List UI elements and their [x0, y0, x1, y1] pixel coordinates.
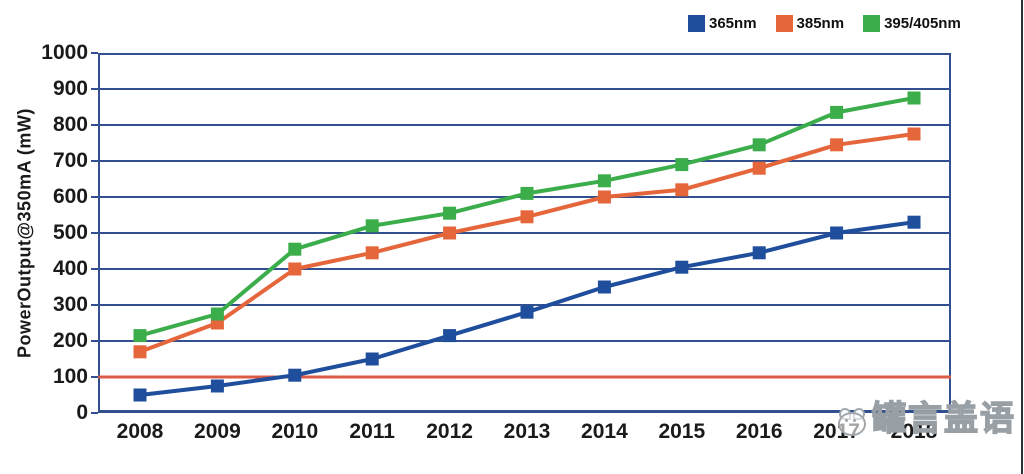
marker-385nm: [752, 161, 766, 175]
y-axis-label: 900: [52, 77, 88, 100]
marker-365nm: [365, 352, 379, 366]
x-axis-label: 2016: [735, 420, 783, 443]
legend-label: 395/405nm: [884, 15, 961, 32]
image-right-border: [1021, 0, 1023, 474]
y-axis-label: 600: [52, 185, 88, 208]
marker-385nm: [133, 345, 147, 359]
x-axis-label: 2011: [349, 420, 395, 443]
x-axis-label: 2010: [271, 420, 319, 443]
y-axis-label: 1000: [41, 41, 88, 64]
y-axis-label: 0: [76, 401, 88, 424]
marker-365nm: [752, 246, 766, 260]
x-axis-labels: 2008 2009 2010 2011 2012 2013 2014 2015 2016 2017…: [98, 420, 951, 450]
y-axis-label: 200: [52, 329, 88, 352]
marker-365nm: [133, 388, 147, 402]
marker-395/405nm: [675, 158, 689, 172]
marker-395/405nm: [597, 174, 611, 188]
x-axis-label: 2009: [194, 420, 241, 443]
legend-label: 385nm: [796, 15, 845, 32]
y-axis-labels: 0 100 200 300 400 500 600 700 800 900 1000: [0, 41, 88, 424]
legend-item-385nm: 385nm: [775, 15, 845, 32]
x-axis-label: 2018: [890, 420, 938, 443]
marker-365nm: [443, 329, 457, 343]
y-axis-label: 700: [52, 149, 88, 172]
marker-395/405nm: [443, 206, 457, 220]
y-axis-label: 800: [52, 113, 88, 136]
marker-365nm: [210, 379, 224, 393]
marker-395/405nm: [210, 307, 224, 321]
marker-365nm: [907, 215, 921, 229]
marker-365nm: [830, 226, 844, 240]
marker-395/405nm: [830, 105, 844, 119]
legend: 365nm 385nm 395/405nm: [688, 15, 961, 32]
watermark: 罐言盖语: [838, 400, 1016, 438]
marker-395/405nm: [288, 242, 302, 256]
y-axis-label: 300: [52, 293, 88, 316]
legend-swatch: [863, 15, 881, 32]
marker-385nm: [675, 183, 689, 197]
marker-385nm: [907, 127, 921, 141]
x-axis-label: 2013: [503, 420, 551, 443]
marker-365nm: [597, 280, 611, 294]
marker-395/405nm: [907, 91, 921, 105]
marker-395/405nm: [365, 219, 379, 233]
marker-385nm: [365, 246, 379, 260]
marker-385nm: [443, 226, 457, 240]
x-axis-label: 2008: [116, 420, 164, 443]
legend-swatch: [688, 15, 705, 32]
marker-395/405nm: [752, 138, 766, 152]
x-axis-label: 2015: [658, 420, 706, 443]
legend-item-365nm: 365nm: [688, 15, 757, 32]
x-axis-label: 2014: [581, 420, 628, 443]
marker-385nm: [288, 262, 302, 276]
plot-area: [91, 52, 951, 414]
marker-365nm: [675, 260, 689, 274]
x-axis-label: 2012: [426, 420, 473, 443]
watermark-text: 罐言盖语: [871, 400, 1016, 438]
marker-395/405nm: [133, 329, 147, 343]
marker-385nm: [597, 190, 611, 204]
marker-395/405nm: [520, 186, 534, 200]
marker-365nm: [520, 305, 534, 319]
legend-item-395/405nm: 395/405nm: [863, 15, 961, 32]
marker-365nm: [288, 368, 302, 382]
marker-385nm: [830, 138, 844, 152]
legend-swatch: [775, 15, 793, 32]
y-axis-label: 100: [52, 365, 88, 388]
watermark-face-icon: [838, 408, 866, 436]
marker-385nm: [520, 210, 534, 224]
y-axis-label: 400: [52, 257, 88, 280]
y-axis-label: 500: [52, 221, 88, 244]
legend-label: 365nm: [709, 15, 757, 32]
